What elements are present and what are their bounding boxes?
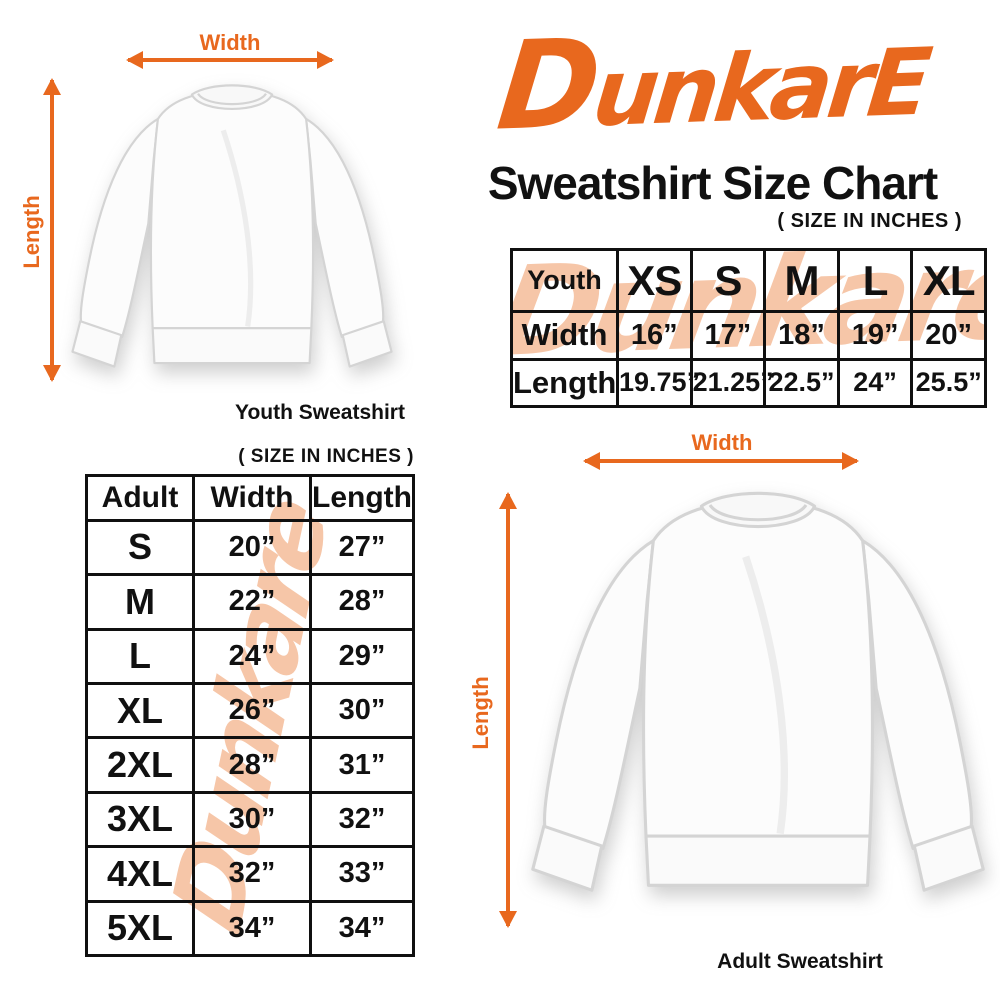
table-cell: Length — [510, 357, 619, 408]
table-cell: 33” — [309, 845, 415, 903]
table-cell: Width — [510, 310, 619, 361]
adult-caption: Adult Sweatshirt — [717, 950, 883, 973]
table-cell: 28” — [192, 736, 312, 794]
brand-logo: DunkarE — [428, 0, 998, 168]
table-row: 4XL 32” 33” — [85, 845, 415, 903]
table-cell: 3XL — [85, 790, 195, 849]
table-row: 3XL 30” 32” — [85, 790, 415, 849]
table-cell: L — [836, 248, 914, 314]
adult-sweatshirt-image — [518, 474, 998, 904]
table-cell: XS — [616, 248, 693, 314]
youth-length-label: Length — [19, 195, 44, 269]
table-cell: 29” — [309, 627, 415, 685]
table-cell: 32” — [309, 790, 415, 849]
table-row: Adult Width Length — [85, 474, 415, 522]
table-cell: 22.5” — [763, 357, 840, 408]
table-cell: S — [689, 248, 767, 314]
youth-table: Youth XS S M L XL Width 16” 17” 18” 19” … — [510, 248, 987, 408]
youth-caption: Youth Sweatshirt — [235, 401, 405, 424]
table-cell: 31” — [309, 736, 415, 794]
table-cell: 19.75” — [616, 357, 700, 408]
table-cell: 22” — [192, 573, 312, 631]
youth-width-label: Width — [199, 30, 261, 55]
table-cell: 25.5” — [910, 357, 987, 408]
table-cell: 4XL — [85, 845, 195, 903]
adult-length-label: Length — [468, 676, 493, 750]
table-cell: 34” — [192, 899, 312, 957]
table-cell: 17” — [689, 310, 767, 361]
youth-length-arrow-icon — [50, 80, 54, 380]
table-row: 2XL 28” 31” — [85, 736, 415, 794]
table-row: L 24” 29” — [85, 627, 415, 685]
adult-size-table: Dunkare Adult Width Length S 20” 27” M 2… — [85, 474, 415, 957]
table-cell: L — [85, 627, 195, 685]
table-cell: Adult — [85, 474, 195, 522]
youth-size-table: Dunkare Youth XS S M L XL Width 16” 17” … — [510, 248, 987, 408]
table-cell: 28” — [309, 573, 415, 631]
page-title: Sweatshirt Size Chart — [487, 157, 938, 209]
table-row: 5XL 34” 34” — [85, 899, 415, 957]
table-cell: M — [85, 573, 195, 631]
table-cell: 19” — [836, 310, 914, 361]
table-cell: 30” — [309, 681, 415, 740]
table-cell: 26” — [192, 681, 312, 740]
table-cell: 27” — [309, 518, 415, 577]
table-cell: 2XL — [85, 736, 195, 794]
table-cell: 18” — [763, 310, 840, 361]
table-cell: 20” — [910, 310, 987, 361]
table-row: XL 26” 30” — [85, 681, 415, 740]
table-cell: XL — [910, 248, 987, 314]
adult-units-note: ( SIZE IN INCHES ) — [238, 446, 414, 467]
table-row: Width 16” 17” 18” 19” 20” — [510, 310, 987, 361]
table-row: Youth XS S M L XL — [510, 248, 987, 314]
table-cell: Width — [192, 474, 312, 522]
brand-logo-text: DunkarE — [491, 11, 932, 158]
table-cell: Length — [309, 474, 415, 522]
table-row: Length 19.75” 21.25” 22.5” 24” 25.5” — [510, 357, 987, 408]
youth-sweatshirt-image — [62, 74, 402, 374]
adult-table: Adult Width Length S 20” 27” M 22” 28” L… — [85, 474, 415, 957]
youth-width-arrow-icon — [128, 58, 332, 62]
table-cell: 24” — [192, 627, 312, 685]
adult-width-arrow-icon — [585, 459, 857, 463]
table-cell: 20” — [192, 518, 312, 577]
table-cell: 30” — [192, 790, 312, 849]
youth-units-note: ( SIZE IN INCHES ) — [777, 210, 962, 232]
adult-length-arrow-icon — [506, 494, 510, 926]
table-cell: S — [85, 518, 195, 577]
table-cell: 5XL — [85, 899, 195, 957]
table-row: S 20” 27” — [85, 518, 415, 577]
adult-width-label: Width — [691, 430, 753, 455]
table-cell: XL — [85, 681, 195, 740]
table-cell: M — [763, 248, 840, 314]
table-cell: Youth — [510, 248, 619, 314]
table-cell: 21.25” — [689, 357, 774, 408]
table-cell: 34” — [309, 899, 415, 957]
table-cell: 24” — [836, 357, 914, 408]
table-cell: 32” — [192, 845, 312, 903]
table-row: M 22” 28” — [85, 573, 415, 631]
table-cell: 16” — [616, 310, 693, 361]
